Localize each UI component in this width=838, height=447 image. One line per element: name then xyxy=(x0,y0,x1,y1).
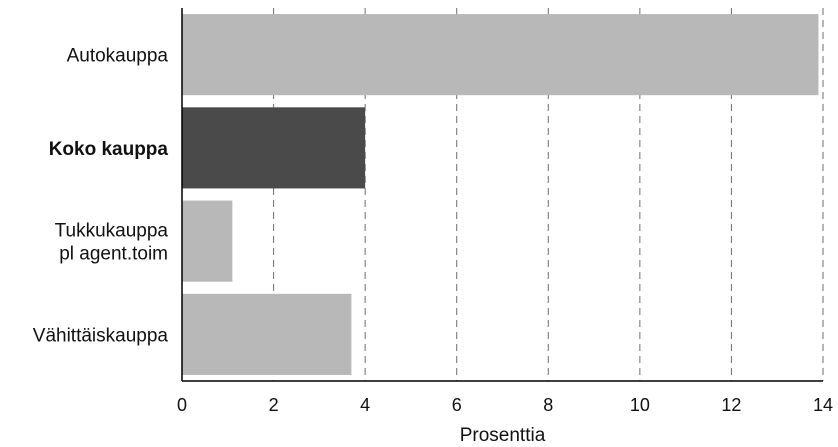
bars xyxy=(182,14,819,375)
axes xyxy=(181,8,823,382)
bar xyxy=(182,200,233,282)
category-label: Autokauppa xyxy=(67,46,169,67)
bar xyxy=(182,107,366,189)
x-tick-label: 6 xyxy=(452,395,462,415)
category-label: Tukkukauppa pl agent.toim xyxy=(55,221,169,265)
category-label: Koko kauppa xyxy=(49,139,169,160)
x-tick-label: 2 xyxy=(269,395,279,415)
bar xyxy=(182,14,819,96)
x-axis-title: Prosenttia xyxy=(460,425,546,446)
bar xyxy=(182,293,352,375)
x-tick-label: 4 xyxy=(360,395,370,415)
x-tick-label: 0 xyxy=(177,395,187,415)
x-tick-labels: 0 2 4 6 8 10 12 14 xyxy=(177,395,833,415)
x-tick-label: 10 xyxy=(630,395,650,415)
x-tick-label: 12 xyxy=(721,395,741,415)
category-label: Vähittäiskauppa xyxy=(33,325,169,346)
x-tick-label: 8 xyxy=(543,395,553,415)
x-tick-label: 14 xyxy=(813,395,833,415)
category-labels: Autokauppa Koko kauppa Tukkukauppa pl agent… xyxy=(33,46,169,347)
